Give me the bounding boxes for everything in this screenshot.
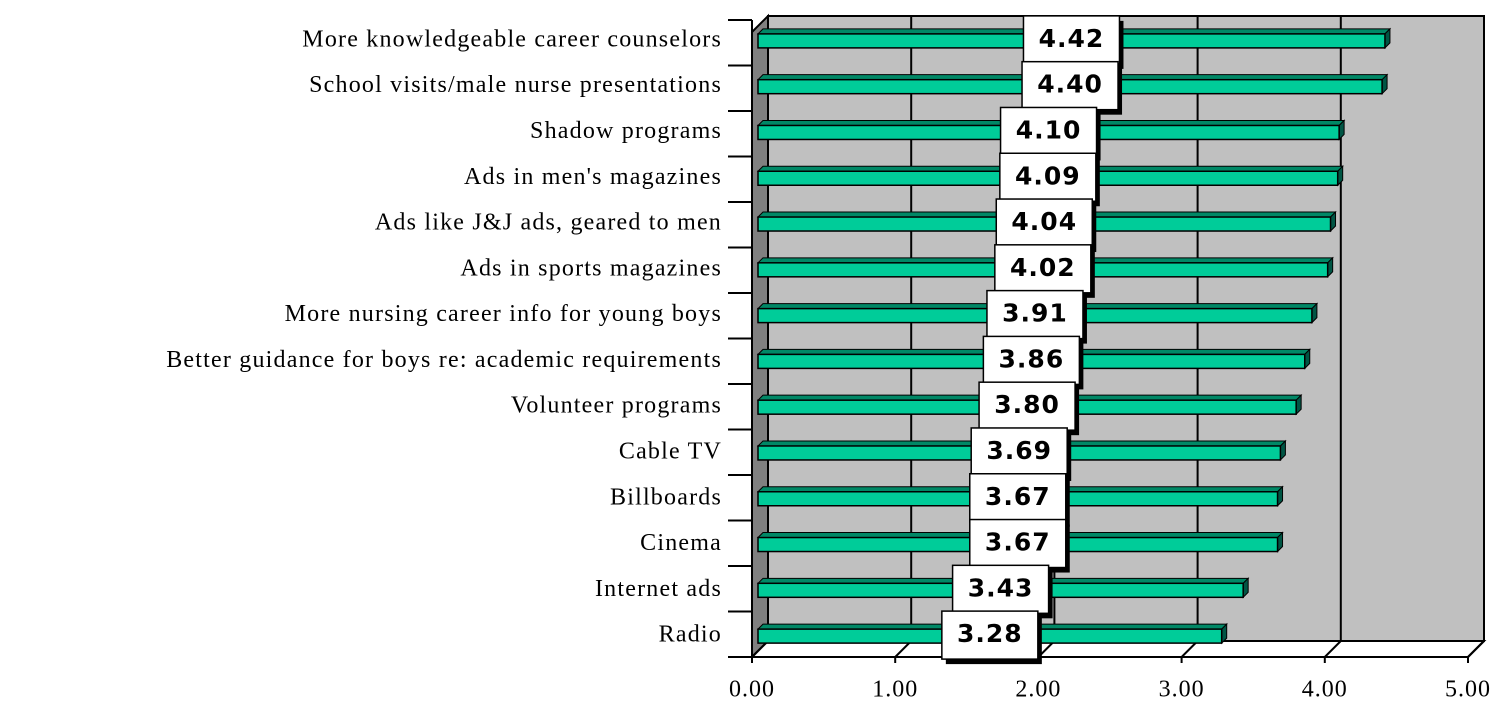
- value-label: 4.04: [1011, 207, 1077, 236]
- label-box: [969, 473, 1067, 523]
- value-label: 4.02: [1010, 253, 1076, 282]
- label-box: [970, 427, 1068, 477]
- value-label-box: 3.69: [970, 427, 1072, 481]
- category-label: Shadow programs: [530, 118, 722, 144]
- value-label: 3.80: [994, 390, 1060, 419]
- value-label-box: 3.28: [941, 610, 1042, 665]
- value-label-box: 4.04: [995, 198, 1097, 253]
- category-label: Ads in men's magazines: [464, 164, 722, 190]
- value-label: 3.69: [986, 436, 1052, 465]
- value-label-box: 3.80: [978, 381, 1080, 436]
- value-label-box: 4.10: [999, 106, 1101, 161]
- x-tick-label: 5.00: [1445, 677, 1491, 703]
- category-label: More nursing career info for young boys: [285, 301, 722, 327]
- value-label-box: 3.67: [969, 518, 1070, 573]
- category-label: Better guidance for boys re: academic re…: [166, 347, 722, 373]
- value-label: 4.09: [1015, 161, 1081, 190]
- category-label: Cinema: [640, 530, 722, 556]
- category-label: Ads like J&J ads, geared to men: [375, 210, 722, 236]
- category-label: Cable TV: [619, 438, 722, 464]
- value-label-box: 4.02: [994, 244, 1095, 298]
- label-box: [969, 518, 1067, 569]
- value-label: 4.40: [1037, 70, 1103, 99]
- category-label: More knowledgeable career counselors: [302, 26, 722, 52]
- x-tick-label: 2.00: [1015, 677, 1061, 703]
- value-label: 3.28: [957, 619, 1023, 648]
- floor-line: [1324, 640, 1342, 658]
- value-label: 3.86: [999, 344, 1065, 373]
- value-label: 3.91: [1002, 299, 1068, 328]
- label-box: [994, 244, 1092, 294]
- value-label-box: 4.40: [1021, 60, 1123, 115]
- category-label: Radio: [659, 622, 722, 648]
- value-label: 3.43: [968, 573, 1034, 602]
- label-box: [995, 198, 1094, 248]
- x-tick-label: 4.00: [1302, 677, 1348, 703]
- label-box: [982, 335, 1081, 386]
- label-box: [941, 610, 1039, 660]
- x-tick-label: 3.00: [1159, 677, 1205, 703]
- category-label: Internet ads: [595, 576, 722, 602]
- label-box: [1021, 60, 1119, 111]
- value-label-box: 3.86: [982, 335, 1084, 390]
- category-label: Billboards: [610, 484, 722, 510]
- value-label-box: 4.42: [1022, 15, 1124, 69]
- value-label-box: 3.91: [986, 289, 1087, 344]
- category-label: Volunteer programs: [511, 393, 722, 419]
- label-box: [986, 289, 1084, 340]
- value-label-box: 4.09: [999, 152, 1100, 207]
- value-label-box: 3.67: [969, 473, 1070, 527]
- side-wall: [751, 13, 769, 660]
- category-label: School visits/male nurse presentations: [309, 72, 722, 98]
- value-label: 4.10: [1016, 115, 1082, 144]
- label-box: [978, 381, 1076, 431]
- value-label: 4.42: [1039, 24, 1105, 53]
- value-label: 3.67: [985, 482, 1051, 511]
- category-label: Ads in sports magazines: [460, 255, 722, 281]
- x-tick-label: 0.00: [729, 677, 775, 703]
- label-box: [1022, 15, 1121, 65]
- value-label: 3.67: [985, 528, 1051, 557]
- floor-line: [1467, 640, 1485, 658]
- x-tick-label: 1.00: [872, 677, 918, 703]
